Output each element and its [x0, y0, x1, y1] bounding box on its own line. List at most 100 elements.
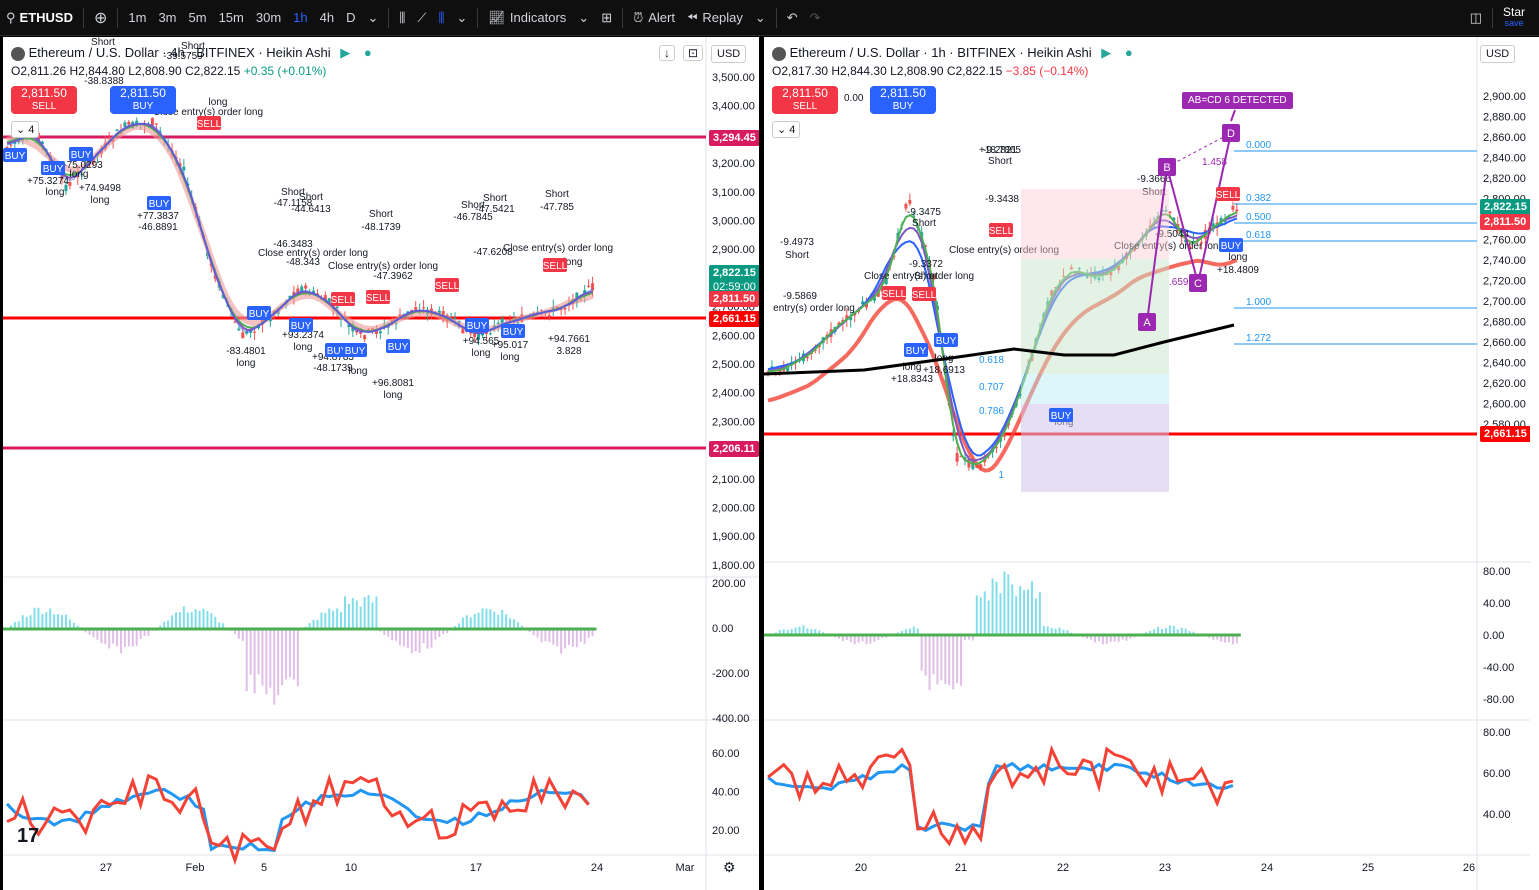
chart-legend-left: Ethereum / U.S. Dollar · 4h · BITFINEX ·…: [11, 45, 372, 78]
bar-style-line-button[interactable]: ⟋: [411, 0, 432, 36]
settings-button[interactable]: ⚙: [723, 859, 736, 876]
indicators-collapse-button-left[interactable]: ⌄ 4: [11, 121, 40, 138]
chart-pane-left[interactable]: 3,500.003,400.003,300.003,200.003,100.00…: [3, 37, 759, 890]
abcd-pattern-line: [1146, 132, 1232, 323]
scroll-down-button[interactable]: ↓: [659, 45, 675, 61]
interval-3m[interactable]: 3m: [158, 10, 177, 25]
candle-body: [477, 333, 481, 340]
strategy-annotation: 3.828: [556, 346, 581, 357]
candle-body: [80, 174, 84, 176]
candle-body: [563, 307, 567, 310]
open-value: O2,811.26: [11, 64, 67, 78]
signal-tag-text: BUY: [291, 321, 312, 332]
buy-button-right[interactable]: 2,811.50 BUY: [870, 86, 936, 114]
chart-canvas-right[interactable]: 2,900.00 2,880.00 2,860.00 2,840.00 2,820.00…: [764, 37, 1530, 890]
sell-signal-tag: [197, 116, 221, 130]
interval-dropdown-button[interactable]: ⌄: [362, 0, 385, 36]
replay-button[interactable]: ⏪︎ Replay: [681, 0, 749, 36]
signal-tag-text: SELL: [366, 293, 391, 304]
strategy-annotation: Short: [181, 41, 205, 52]
interval-5m[interactable]: 5m: [188, 10, 207, 25]
currency-selector-left[interactable]: USD: [711, 45, 747, 63]
top-toolbar: ⚲ ETHUSD ⊕ 1m 3m 5m 15m 30m 1h 4h D ⌄ ⫼ …: [0, 0, 1539, 36]
interval-4h[interactable]: 4h: [319, 10, 335, 25]
strategy-annotation: long: [209, 97, 228, 108]
interval-15m[interactable]: 15m: [218, 10, 244, 25]
signal-tag-text: SELL: [1216, 190, 1241, 201]
replay-dropdown-button[interactable]: ⌄: [749, 0, 772, 36]
candle-body: [1231, 206, 1235, 210]
save-layout-button[interactable]: Star save: [1497, 0, 1539, 36]
indicators-dropdown-button[interactable]: ⌄: [572, 0, 595, 36]
price-tick-label: 3,000.00: [712, 216, 755, 228]
chart-title-left[interactable]: Ethereum / U.S. Dollar · 4h · BITFINEX ·…: [28, 45, 331, 60]
add-symbol-button[interactable]: ⊕: [88, 0, 113, 36]
signal-tag-text: BUY: [467, 321, 488, 332]
interval-30m[interactable]: 30m: [255, 10, 282, 25]
maximize-button[interactable]: ⊡: [683, 45, 704, 61]
sell-button-right[interactable]: 2,811.50 SELL: [772, 86, 838, 114]
candle-body: [1172, 217, 1176, 221]
bar-style-heikin-button[interactable]: ⫼: [433, 0, 451, 36]
candle-body: [849, 317, 853, 321]
candle-body: [488, 333, 492, 335]
chart-canvas-left[interactable]: 3,500.003,400.003,300.003,200.003,100.00…: [3, 37, 759, 890]
layout-panels-button[interactable]: ◫: [1464, 0, 1488, 36]
currency-selector-right[interactable]: USD: [1480, 45, 1516, 63]
indicator-count: 4: [789, 124, 796, 136]
sell-button-left[interactable]: 2,811.50 SELL: [11, 86, 77, 114]
strategy-annotation: Short: [914, 271, 938, 282]
indicators-collapse-button-right[interactable]: ⌄ 4: [772, 121, 801, 138]
signal-tag-text: BUY: [5, 151, 26, 162]
candle-body: [378, 331, 382, 334]
sell-price: 2,811.50: [782, 86, 828, 100]
sell-price: 2,811.50: [21, 86, 67, 100]
buy-button-left[interactable]: 2,811.50 BUY: [110, 86, 176, 114]
bar-style-candles-button[interactable]: ⫼: [393, 0, 411, 36]
chevron-down-icon: ⌄: [456, 9, 468, 25]
alert-button[interactable]: ⏰︎ Alert: [627, 0, 681, 36]
candle-body: [253, 331, 257, 333]
signal-tag-text: BUY: [149, 199, 170, 210]
chevron-down-icon: ⌄: [578, 9, 590, 25]
price-tick-label: 1,800.00: [712, 560, 755, 572]
tradingview-logo[interactable]: 17: [17, 825, 40, 847]
signal-tag-text: SELL: [882, 289, 907, 300]
strategy-annotation: -46.7845: [453, 212, 493, 223]
candle-body: [154, 123, 158, 125]
low-value: L2,808.90: [890, 64, 944, 78]
strategy-annotation: -9.3372: [909, 259, 943, 270]
price-label-level-top: 3,294.45: [709, 130, 759, 146]
strategy-annotation: -9.3475: [907, 207, 941, 218]
buy-signal-tag: [386, 339, 410, 353]
strategy-annotation: +94.7661: [548, 334, 590, 345]
undo-button[interactable]: ↶: [781, 0, 804, 36]
fib-retracement-label: 0.707: [979, 382, 1004, 393]
rsi-tick-label: 60.00: [1483, 768, 1511, 780]
chart-pane-right[interactable]: 2,900.00 2,880.00 2,860.00 2,840.00 2,820.00…: [764, 37, 1530, 890]
price-tick-label: 2,100.00: [712, 474, 755, 486]
symbol-search[interactable]: ⚲ ETHUSD: [0, 0, 79, 36]
strategy-annotation: -47.1158: [274, 198, 313, 209]
strategy-annotation: long: [903, 362, 922, 373]
layouts-button[interactable]: ⊞: [595, 0, 618, 36]
candle-body: [971, 460, 975, 470]
interval-1h[interactable]: 1h: [293, 10, 308, 25]
interval-1m[interactable]: 1m: [128, 10, 147, 25]
open-value: O2,817.30: [772, 64, 829, 78]
interval-d[interactable]: D: [346, 10, 356, 25]
strategy-annotation: -9.5044: [1155, 229, 1189, 240]
redo-button[interactable]: ↷: [804, 0, 827, 36]
sell-label: SELL: [792, 101, 818, 112]
price-tick-label: 3,100.00: [712, 187, 755, 199]
candle-body: [904, 203, 908, 209]
price-label-bid: 2,811.50: [1480, 214, 1530, 230]
chart-title-right[interactable]: Ethereum / U.S. Dollar · 1h · BITFINEX ·…: [789, 45, 1092, 60]
strategy-annotation: +75.3274: [27, 176, 69, 187]
bar-style-dropdown-button[interactable]: ⌄: [450, 0, 473, 36]
candle-body: [1168, 211, 1172, 214]
date-tick-label: 24: [591, 862, 603, 874]
indicators-button[interactable]: 📈︎ Indicators: [482, 0, 572, 36]
strategy-annotation: Short: [281, 187, 305, 198]
rsi-line: [6, 773, 590, 866]
